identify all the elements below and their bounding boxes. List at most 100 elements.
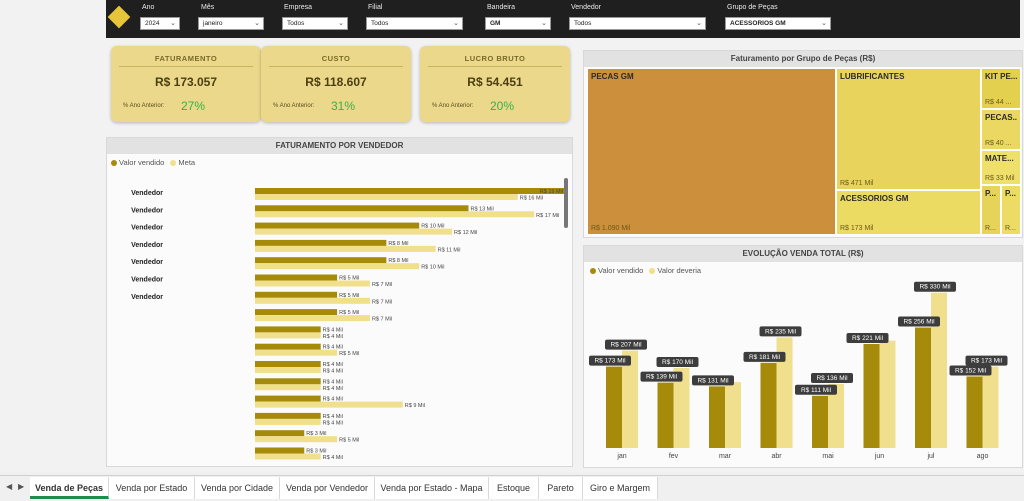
- kpi-value: R$ 54.451: [467, 75, 523, 89]
- data-label-deveria-bg: [656, 357, 699, 367]
- bar-label-vendido: R$ 13 Mil: [470, 206, 493, 212]
- data-label-deveria-bg: [965, 355, 1008, 366]
- treemap-tile-pecas-gm[interactable]: PECAS GM R$ 1.090 Mil: [587, 68, 836, 235]
- bar-valor-vendido: [812, 395, 828, 448]
- bar-valor-deveria: [982, 366, 999, 448]
- bar-valor-vendido: [255, 222, 420, 229]
- filter-select-vendedor[interactable]: Todos ⌄: [569, 17, 706, 30]
- bar-label-vendido: R$ 3 Mil: [306, 449, 326, 455]
- tab-venda-de-pecas[interactable]: Venda de Peças: [30, 477, 109, 499]
- evolution-chart-title: EVOLUÇÃO VENDA TOTAL (R$): [584, 246, 1022, 262]
- tab-giro-e-margem[interactable]: Giro e Margem: [583, 477, 658, 499]
- bar-valor-vendido: [255, 343, 321, 350]
- bar-label-vendido: R$ 10 Mil: [421, 224, 444, 230]
- tab-venda-por-estado[interactable]: Venda por Estado: [109, 477, 195, 499]
- data-label-vendido: R$ 173 Mil: [594, 358, 626, 365]
- filter-select-filial[interactable]: Todos ⌄: [366, 17, 463, 30]
- x-tick-label: mai: [822, 453, 834, 460]
- vendor-chart-scrollbar[interactable]: [564, 178, 568, 228]
- kpi-title: LUCRO BRUTO: [464, 54, 526, 63]
- data-label-vendido: R$ 221 Mil: [852, 335, 884, 342]
- tab-next-icon[interactable]: ▶: [18, 482, 25, 491]
- bar-valor-vendido: [657, 382, 674, 448]
- bar-valor-vendido: [915, 327, 931, 448]
- kpi-divider: [269, 66, 403, 67]
- treemap-tile-kit-pe[interactable]: KIT PE... R$ 44 ...: [981, 68, 1021, 109]
- bar-valor-deveria: [776, 337, 793, 448]
- bar-meta: [255, 315, 370, 322]
- data-label-vendido-bg: [640, 371, 683, 382]
- bar-valor-deveria: [725, 382, 741, 448]
- bar-valor-vendido: [255, 205, 469, 212]
- filter-select-bandeira[interactable]: GM ⌄: [485, 17, 551, 30]
- bar-valor-vendido: [255, 430, 305, 437]
- tab-estoque[interactable]: Estoque: [489, 477, 539, 499]
- filter-select-grupo[interactable]: ACESSORIOS GM ⌄: [725, 17, 831, 30]
- treemap-tile-p1[interactable]: P... R...: [981, 185, 1001, 235]
- chevron-down-icon: ⌄: [170, 20, 176, 27]
- chevron-down-icon: ⌄: [696, 20, 702, 27]
- kpi-title: FATURAMENTO: [154, 54, 218, 63]
- data-label-deveria-bg: [914, 281, 956, 292]
- x-tick-label: jul: [926, 453, 934, 460]
- data-label-deveria: R$ 173 Mil: [971, 358, 1003, 365]
- bar-valor-vendido: [863, 344, 880, 448]
- tab-venda-por-estado-mapa[interactable]: Venda por Estado - Mapa: [375, 477, 489, 499]
- vendor-row-label: Vendedor: [131, 190, 163, 197]
- vendor-chart-title: FATURAMENTO POR VENDEDOR: [107, 138, 572, 154]
- chevron-down-icon: ⌄: [254, 20, 260, 27]
- bar-label-meta: R$ 7 Mil: [372, 299, 392, 305]
- legend-target[interactable]: Meta: [178, 158, 196, 167]
- tab-venda-por-vendedor[interactable]: Venda por Vendedor: [280, 477, 375, 499]
- bar-label-vendido: R$ 5 Mil: [339, 293, 359, 299]
- kpi-divider: [428, 66, 562, 67]
- bar-valor-vendido: [255, 291, 338, 298]
- bar-valor-vendido: [255, 309, 338, 316]
- treemap-tile-acessorios-gm[interactable]: ACESSORIOS GM R$ 173 Mil: [836, 190, 981, 235]
- data-label-vendido-bg: [795, 384, 837, 395]
- bar-meta: [255, 280, 370, 287]
- bar-label-meta: R$ 17 Mil: [536, 213, 559, 219]
- bar-label-vendido: R$ 4 Mil: [323, 362, 343, 368]
- bar-meta: [255, 228, 453, 235]
- tab-prev-icon[interactable]: ◀: [6, 482, 13, 491]
- legend-dot-target: [649, 268, 656, 275]
- treemap-tile-mate[interactable]: MATE... R$ 33 Mil: [981, 150, 1021, 185]
- filter-select-empresa[interactable]: Todos ⌄: [282, 17, 348, 30]
- evolution-bar-chart: jan R$ 207 Mil R$ 173 Mil fev R$ 170 Mil R$ 1…: [589, 281, 1008, 460]
- vendor-row-label: Vendedor: [131, 207, 163, 214]
- filter-label-bandeira: Bandeira: [487, 4, 516, 11]
- filter-label-grupo: Grupo de Peças: [727, 4, 778, 11]
- bar-valor-deveria: [673, 368, 690, 448]
- bar-label-meta: R$ 10 Mil: [421, 265, 444, 271]
- bar-valor-vendido: [966, 376, 983, 448]
- x-tick-label: mar: [719, 453, 732, 460]
- bar-valor-deveria: [931, 292, 947, 448]
- treemap-tile-pecas-2[interactable]: PECAS... R$ 40 ...: [981, 109, 1021, 150]
- legend-sold[interactable]: Valor vendido: [598, 266, 644, 275]
- filter-select-ano[interactable]: 2024 ⌄: [140, 17, 180, 30]
- data-label-vendido: R$ 111 Mil: [801, 387, 832, 394]
- bar-meta: [255, 297, 370, 304]
- bar-label-vendido: R$ 4 Mil: [323, 397, 343, 403]
- bar-valor-vendido: [255, 447, 305, 454]
- chevron-down-icon: ⌄: [821, 20, 827, 27]
- data-label-vendido-bg: [692, 375, 734, 386]
- page-tabs: ◀ ▶ Venda de Peças Venda por Estado Vend…: [0, 475, 1024, 501]
- bar-label-vendido: R$ 8 Mil: [388, 258, 408, 264]
- tab-pareto[interactable]: Pareto: [539, 477, 583, 499]
- treemap-tile-lubrificantes[interactable]: LUBRIFICANTES R$ 471 Mil: [836, 68, 981, 190]
- bar-label-vendido: R$ 4 Mil: [323, 345, 343, 351]
- bar-valor-deveria: [828, 384, 844, 448]
- filter-select-mes[interactable]: janeiro ⌄: [198, 17, 264, 30]
- tab-venda-por-cidade[interactable]: Venda por Cidade: [195, 477, 280, 499]
- bar-label-meta: R$ 7 Mil: [372, 317, 392, 323]
- treemap-tile-p2[interactable]: P... R...: [1001, 185, 1021, 235]
- bar-valor-vendido: [255, 326, 321, 333]
- legend-target[interactable]: Valor deveria: [657, 266, 702, 275]
- x-tick-label: jun: [874, 453, 884, 460]
- bar-valor-vendido: [255, 361, 321, 367]
- legend-sold[interactable]: Valor vendido: [119, 158, 165, 167]
- bar-label-vendido: R$ 4 Mil: [323, 414, 343, 420]
